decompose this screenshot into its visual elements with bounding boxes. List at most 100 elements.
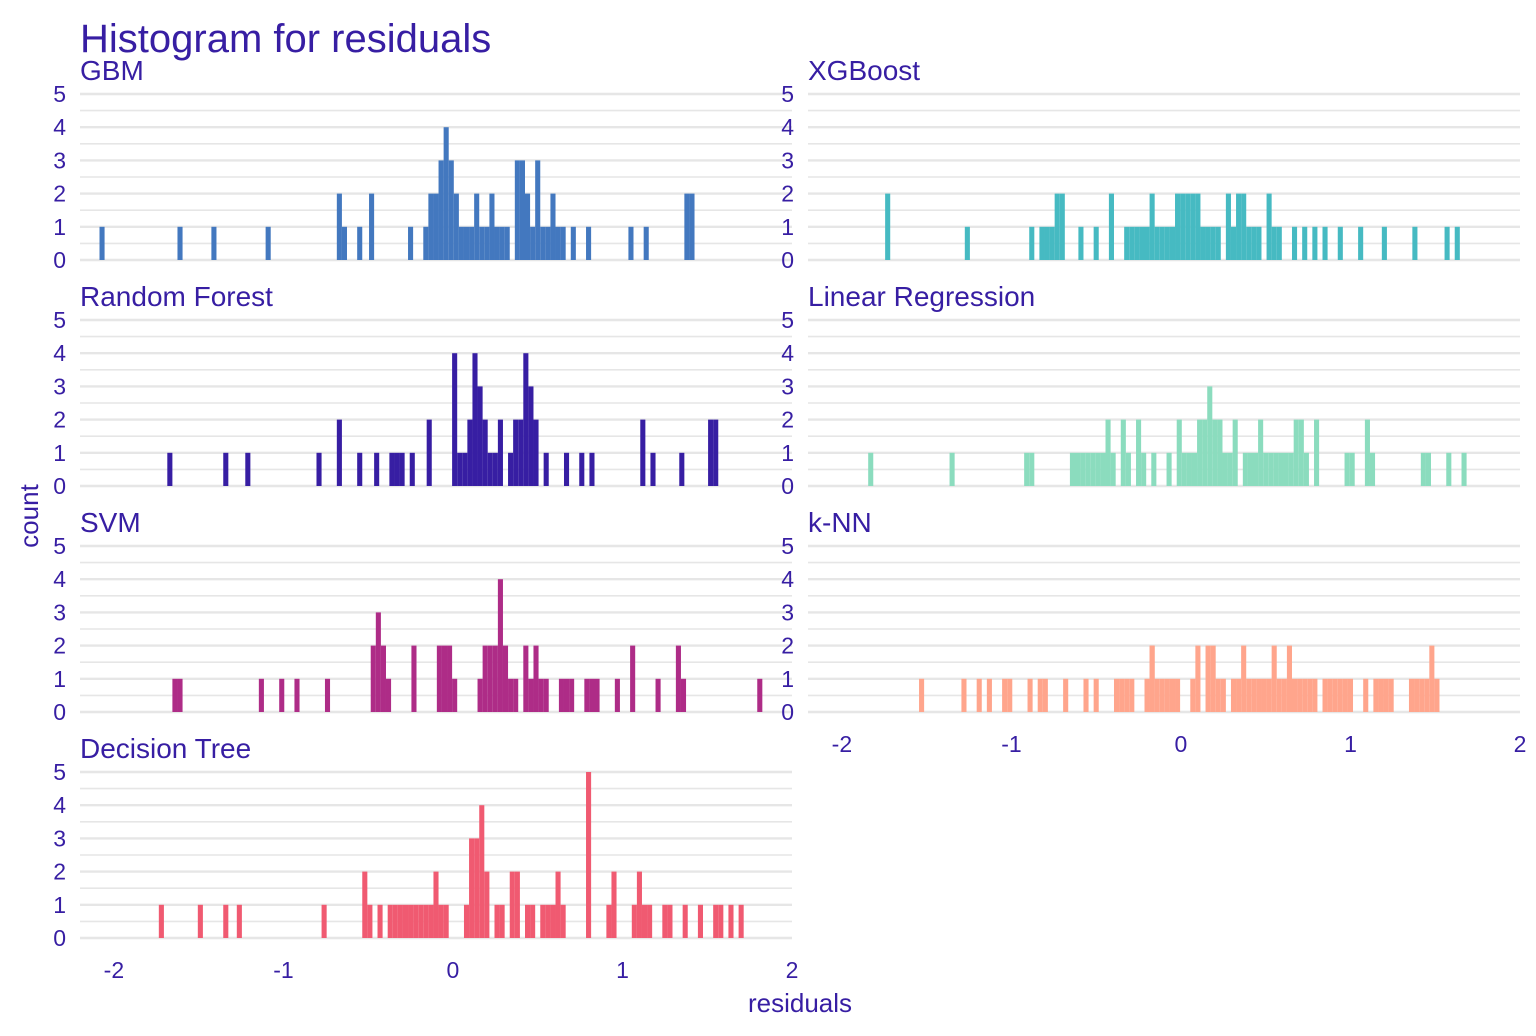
- histogram-bar: [631, 904, 637, 938]
- histogram-bar: [1227, 452, 1233, 486]
- y-tick-label: 4: [781, 114, 794, 140]
- histogram-bar: [1256, 226, 1262, 260]
- histogram-bar: [1420, 452, 1426, 486]
- histogram-bar: [525, 904, 531, 938]
- histogram-bar: [560, 226, 566, 260]
- histogram-bar: [223, 904, 229, 938]
- histogram-bar: [1029, 226, 1035, 260]
- histogram-bar: [514, 871, 520, 938]
- histogram-bar: [418, 904, 424, 938]
- histogram-bar: [469, 838, 475, 938]
- histogram-bar: [1217, 419, 1223, 486]
- histogram-bar: [1207, 386, 1213, 486]
- histogram-bar: [408, 226, 414, 260]
- histogram-bar: [472, 353, 478, 486]
- histogram-bar: [509, 871, 515, 938]
- histogram-bar: [447, 645, 453, 712]
- histogram-bar: [1134, 226, 1140, 260]
- histogram-bar: [374, 452, 380, 486]
- x-tick-label: 1: [1344, 731, 1357, 757]
- histogram-bar: [423, 904, 429, 938]
- x-tick-label: -1: [273, 957, 293, 983]
- histogram-bar: [499, 226, 505, 260]
- histogram-bar: [643, 226, 649, 260]
- histogram-bar: [1246, 226, 1252, 260]
- histogram-bar: [487, 452, 493, 486]
- histogram-bar: [713, 419, 719, 486]
- histogram-bar: [1129, 226, 1135, 260]
- facet-panels: GBM 0 1 2 3 4 5 XGBoost 0 1 2 3 4 5 Random Forest 0 1 2 3 4…: [53, 55, 1526, 983]
- histogram-bar: [409, 452, 415, 486]
- histogram-bar: [528, 386, 534, 486]
- histogram-bar: [1408, 678, 1415, 712]
- histogram-bar: [1210, 645, 1216, 712]
- histogram-bar: [647, 904, 653, 938]
- histogram-bar: [662, 904, 668, 938]
- histogram-bar: [513, 419, 519, 486]
- histogram-bar: [1364, 419, 1370, 486]
- histogram-bar: [545, 226, 551, 260]
- histogram-bar: [1154, 678, 1160, 712]
- histogram-bar: [1271, 645, 1277, 712]
- y-tick-label: 0: [53, 925, 66, 951]
- histogram-bar: [1312, 678, 1318, 712]
- histogram-bar: [389, 452, 395, 486]
- histogram-bar: [1344, 452, 1350, 486]
- y-tick-label: 5: [53, 759, 66, 785]
- histogram-bar: [428, 904, 434, 938]
- histogram-bar: [479, 805, 485, 938]
- histogram-bar: [961, 678, 967, 712]
- histogram-bar: [1273, 452, 1279, 486]
- x-tick-label: -2: [832, 731, 852, 757]
- histogram-bar: [1222, 452, 1228, 486]
- histogram-bar: [211, 226, 217, 260]
- histogram-bar: [1136, 419, 1142, 486]
- histogram-bar: [408, 904, 414, 938]
- histogram-bar: [369, 193, 375, 260]
- histogram-bar: [628, 226, 634, 260]
- y-tick-label: 5: [781, 81, 794, 107]
- histogram-bar: [1054, 193, 1060, 260]
- histogram-bar: [1425, 452, 1431, 486]
- histogram-bar: [380, 645, 386, 712]
- histogram-bar: [1253, 452, 1259, 486]
- histogram-bar: [1124, 226, 1130, 260]
- y-tick-label: 4: [53, 566, 66, 592]
- histogram-bar: [655, 678, 661, 712]
- histogram-bar: [589, 678, 595, 712]
- histogram-bar: [497, 579, 503, 712]
- y-tick-label: 1: [781, 214, 794, 240]
- histogram-bar: [279, 678, 285, 712]
- histogram-bar: [1191, 452, 1198, 486]
- histogram-bar: [1236, 678, 1242, 712]
- histogram-bar: [321, 904, 327, 938]
- histogram-bar: [357, 226, 363, 260]
- histogram-bar: [563, 678, 570, 712]
- histogram-bar: [650, 452, 656, 486]
- histogram-bar: [1263, 452, 1269, 486]
- histogram-bar: [258, 678, 264, 712]
- histogram-bar: [377, 904, 383, 938]
- y-tick-label: 5: [781, 533, 794, 559]
- x-tick-label: 2: [1514, 731, 1527, 757]
- y-tick-label: 4: [781, 340, 794, 366]
- histogram-bar: [245, 452, 251, 486]
- histogram-bar: [502, 645, 509, 712]
- histogram-bar: [1381, 226, 1387, 260]
- histogram-bar: [1302, 226, 1308, 260]
- panel-title: k-NN: [808, 507, 872, 538]
- histogram-bar: [1149, 645, 1155, 712]
- histogram-bar: [514, 160, 520, 260]
- histogram-bar: [1190, 193, 1196, 260]
- y-tick-label: 2: [53, 181, 66, 207]
- histogram-bar: [1276, 226, 1282, 260]
- histogram-bar: [533, 419, 539, 486]
- histogram-bar: [535, 160, 541, 260]
- y-tick-label: 4: [781, 566, 794, 592]
- histogram-bar: [1363, 678, 1369, 712]
- panel-decision-tree: Decision Tree 0 1 2 3 4 5 -2 -1 0 1 2: [53, 733, 798, 983]
- histogram-bar: [1151, 452, 1157, 486]
- y-tick-label: 1: [53, 214, 66, 240]
- histogram-bar: [1302, 678, 1308, 712]
- panel-title: Random Forest: [80, 281, 273, 312]
